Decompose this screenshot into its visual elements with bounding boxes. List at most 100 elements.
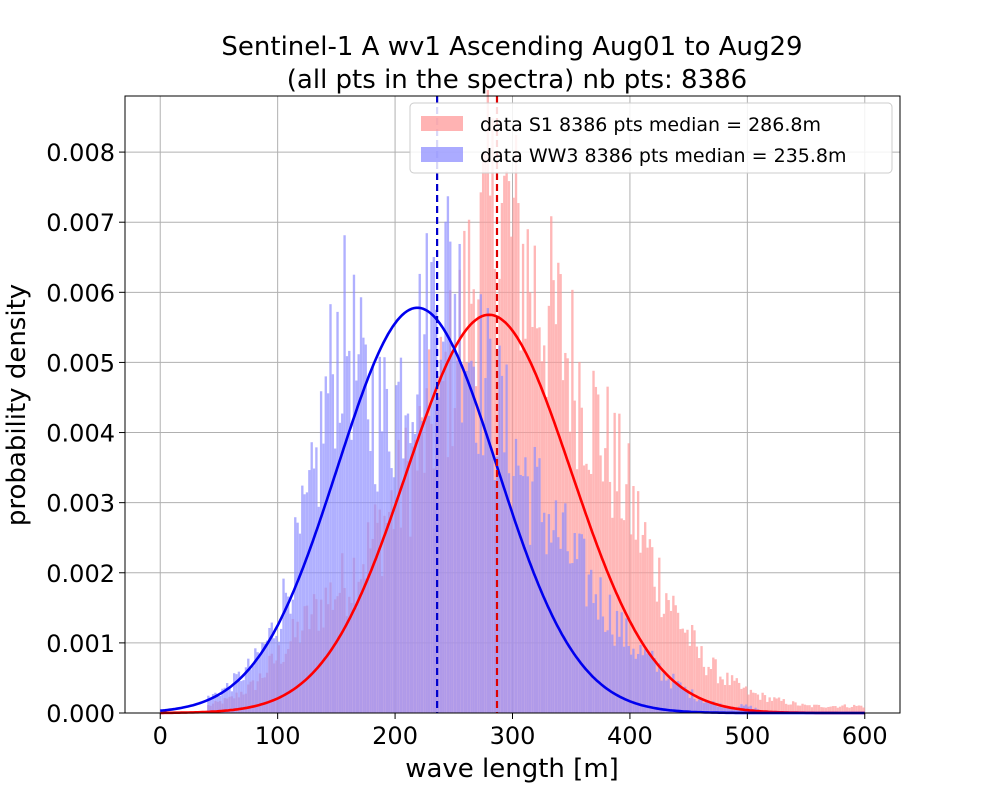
histogram-bar bbox=[552, 280, 555, 713]
histogram-bar bbox=[728, 685, 731, 713]
histogram-bar bbox=[247, 658, 250, 713]
x-tick-label: 600 bbox=[842, 722, 888, 750]
histogram-bar bbox=[698, 658, 701, 713]
histogram-bar bbox=[322, 443, 325, 713]
histogram-bar bbox=[395, 385, 398, 713]
x-axis-label: wave length [m] bbox=[405, 754, 619, 784]
histogram-bar bbox=[223, 687, 226, 713]
histogram-bar bbox=[679, 629, 682, 713]
histogram-bar bbox=[296, 522, 299, 713]
histogram-bar bbox=[733, 707, 736, 713]
y-tick-label: 0.001 bbox=[46, 630, 115, 658]
histogram-bar bbox=[503, 175, 506, 713]
histogram-bar bbox=[773, 697, 776, 713]
histogram-bar bbox=[277, 641, 280, 713]
histogram-bar bbox=[590, 569, 593, 713]
histogram-bar bbox=[693, 698, 696, 713]
histogram-bar bbox=[446, 196, 450, 714]
histogram-bar bbox=[592, 370, 595, 713]
histogram-bar bbox=[230, 691, 234, 713]
histogram-bar bbox=[836, 707, 839, 713]
histogram-bar bbox=[439, 359, 443, 713]
histogram-bar bbox=[341, 413, 344, 713]
histogram-bar bbox=[857, 705, 861, 713]
histogram-bar bbox=[263, 643, 266, 713]
histogram-bar bbox=[639, 552, 642, 713]
histogram-bar bbox=[270, 622, 273, 713]
histogram-bar bbox=[651, 650, 654, 713]
histogram-bar bbox=[613, 645, 616, 713]
histogram-bar bbox=[284, 592, 288, 713]
histogram-bar bbox=[639, 644, 642, 713]
histogram-bar bbox=[294, 517, 297, 713]
histogram-bar bbox=[303, 494, 306, 713]
y-tick-label: 0.004 bbox=[46, 420, 115, 448]
histogram-bar bbox=[425, 233, 428, 713]
histogram-bar bbox=[634, 539, 637, 713]
histogram-bar bbox=[514, 134, 518, 713]
x-tick-label: 500 bbox=[724, 722, 770, 750]
histogram-bar bbox=[298, 533, 302, 713]
histogram-bar bbox=[662, 613, 666, 713]
histogram-bar bbox=[791, 701, 795, 713]
histogram-bar bbox=[843, 704, 846, 713]
histogram-bar bbox=[669, 688, 673, 713]
histogram-bar bbox=[442, 341, 445, 713]
histogram-bar bbox=[348, 350, 351, 713]
histogram-bar bbox=[510, 510, 513, 713]
histogram-bars bbox=[207, 90, 865, 714]
histogram-bar bbox=[258, 654, 262, 713]
histogram-bar bbox=[547, 305, 551, 713]
histogram-bar bbox=[841, 705, 844, 713]
histogram-bar bbox=[622, 520, 626, 713]
histogram-bar bbox=[543, 512, 546, 713]
median-lines bbox=[436, 96, 499, 713]
histogram-bar bbox=[503, 452, 506, 713]
histogram-bar bbox=[813, 704, 816, 713]
histogram-bar bbox=[507, 181, 511, 713]
histogram-bar bbox=[799, 705, 802, 713]
histogram-bar bbox=[726, 707, 729, 713]
histogram-bar bbox=[237, 671, 241, 713]
histogram-bar bbox=[787, 704, 790, 713]
histogram-bar bbox=[665, 593, 668, 713]
histogram-bar bbox=[676, 681, 680, 713]
histogram-bar bbox=[406, 413, 410, 713]
histogram-bar bbox=[644, 522, 647, 713]
y-tick-label: 0.005 bbox=[46, 349, 115, 377]
histogram-bar bbox=[756, 694, 760, 713]
y-tick-label: 0.003 bbox=[46, 490, 115, 518]
x-tick-label: 0 bbox=[153, 722, 168, 750]
histogram-bar bbox=[423, 334, 426, 713]
histogram-bar bbox=[714, 659, 717, 713]
histogram-bar bbox=[688, 697, 691, 713]
histogram-bar bbox=[451, 351, 454, 713]
histogram-bar bbox=[580, 534, 583, 713]
histogram-bar bbox=[777, 697, 781, 713]
histogram-bar bbox=[507, 473, 511, 713]
histogram-bar bbox=[618, 636, 621, 713]
x-axis-ticks: 0 100 200 300 400 500 600 bbox=[153, 713, 888, 750]
histogram-bar bbox=[474, 442, 478, 713]
histogram-bar bbox=[761, 692, 764, 713]
histogram-bar bbox=[312, 468, 316, 713]
histogram-bar bbox=[707, 666, 710, 713]
histogram-bar bbox=[705, 675, 708, 713]
histogram-bar bbox=[693, 630, 696, 713]
histogram-bar bbox=[681, 628, 684, 713]
histogram-bar bbox=[416, 394, 419, 713]
histogram-bar bbox=[521, 476, 525, 713]
histogram-bar bbox=[444, 221, 447, 713]
histogram-bar bbox=[326, 393, 330, 713]
histogram-bar bbox=[648, 654, 652, 713]
histogram-bar bbox=[489, 338, 492, 713]
y-tick-label: 0.006 bbox=[46, 279, 115, 307]
histogram-bar bbox=[752, 692, 755, 713]
histogram-bar bbox=[855, 705, 858, 713]
histogram-bar bbox=[275, 635, 278, 713]
histogram-bar bbox=[768, 697, 771, 713]
legend-box bbox=[409, 102, 893, 174]
histogram-bar bbox=[636, 653, 640, 713]
histogram-bar bbox=[317, 506, 320, 713]
histogram-bar bbox=[632, 648, 635, 713]
